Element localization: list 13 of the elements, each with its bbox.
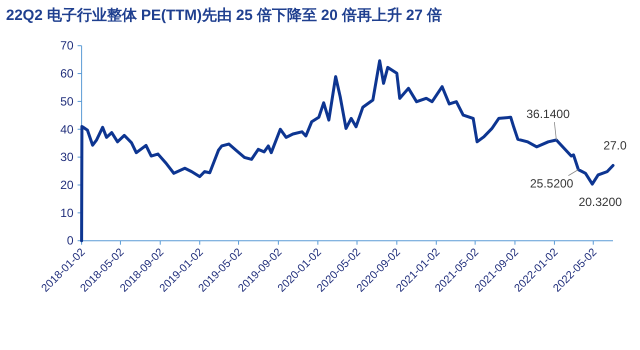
annotation: 36.1400	[526, 107, 570, 122]
y-tick-label: 60	[60, 66, 74, 81]
annotation: 25.5200	[530, 176, 574, 191]
y-tick-label: 10	[60, 206, 74, 220]
y-tick-label: 30	[60, 150, 74, 164]
chart-title: 22Q2 电子行业整体 PE(TTM)先由 25 倍下降至 20 倍再上升 27 倍	[6, 7, 442, 24]
y-tick-label: 50	[60, 94, 74, 108]
annotation: 27.0	[603, 138, 627, 152]
y-tick-label: 40	[60, 122, 74, 136]
y-tick-label: 70	[60, 38, 74, 53]
y-tick-label: 0	[66, 234, 74, 248]
y-tick-label: 20	[60, 178, 74, 192]
annotation: 20.3200	[578, 195, 622, 210]
